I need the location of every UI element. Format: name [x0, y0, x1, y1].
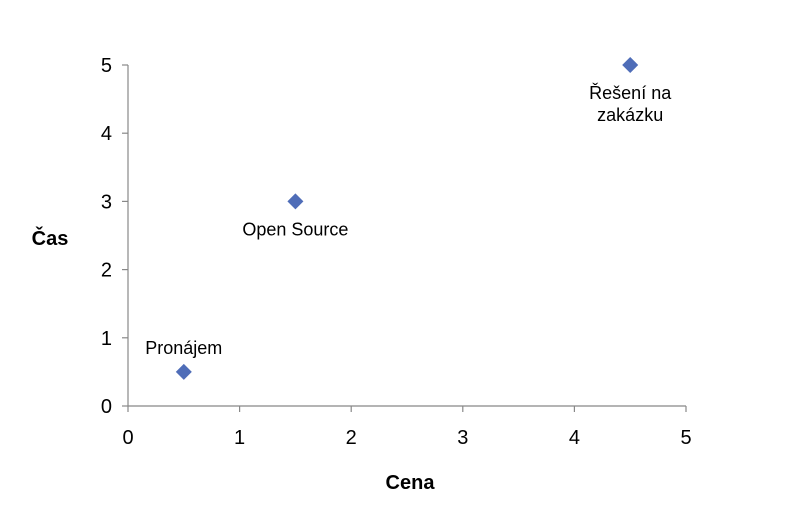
- x-tick-label: 1: [234, 427, 245, 449]
- x-tick-label: 2: [346, 427, 357, 449]
- y-tick-label: 4: [101, 123, 112, 145]
- y-tick-label: 5: [101, 55, 112, 77]
- tick-labels: 0 1 2 3 4 5 0 1 2 3 4 5: [101, 55, 692, 449]
- y-tick-label: 3: [101, 191, 112, 213]
- y-axis-title: Čas: [32, 226, 69, 250]
- data-points: [175, 57, 639, 380]
- x-tick-label: 0: [122, 427, 133, 449]
- x-axis-title: Cena: [386, 472, 436, 494]
- point-labels: Pronájem Open Source Řešení na zakázku: [145, 83, 672, 358]
- point-label: Pronájem: [145, 338, 222, 358]
- point-label: Open Source: [242, 219, 348, 239]
- data-point: [287, 193, 304, 210]
- data-point: [175, 363, 192, 380]
- x-tick-label: 5: [680, 427, 691, 449]
- y-tick-label: 1: [101, 328, 112, 350]
- x-tick-label: 3: [457, 427, 468, 449]
- y-tick-label: 2: [101, 260, 112, 282]
- x-tick-label: 4: [569, 427, 580, 449]
- point-label: Řešení na zakázku: [589, 83, 672, 125]
- y-tick-label: 0: [101, 396, 112, 418]
- data-point: [622, 57, 639, 73]
- axes: [122, 64, 687, 412]
